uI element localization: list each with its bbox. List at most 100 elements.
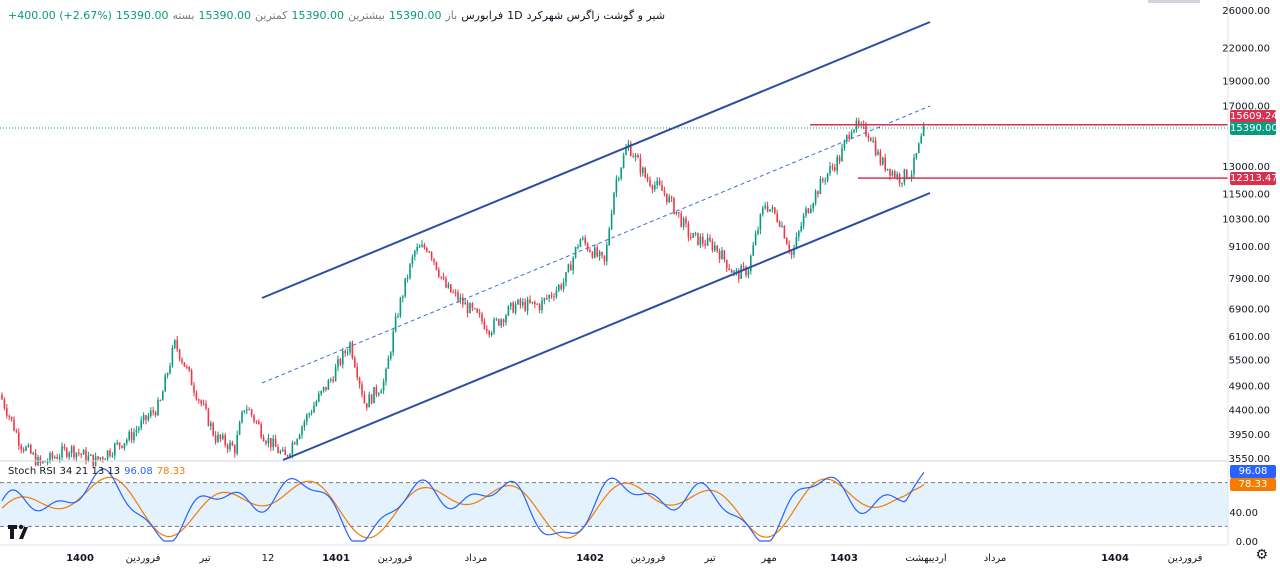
channel-upper-line[interactable] xyxy=(261,21,931,299)
candle-body xyxy=(30,445,32,454)
support-price-badge: 12313.47 xyxy=(1230,172,1278,185)
candle-body xyxy=(500,319,502,326)
candle-body xyxy=(363,394,366,404)
candle-body xyxy=(82,450,85,455)
candle-body xyxy=(697,232,699,245)
symbol-title[interactable]: شیر و گوشت زاگرس شهرکرد xyxy=(526,9,666,22)
exchange-label: فرابورس xyxy=(461,9,504,22)
candle-body xyxy=(205,403,207,409)
channel-lower-line[interactable] xyxy=(282,192,931,461)
time-axis-label: مهر xyxy=(760,553,776,564)
interval-label[interactable]: 1D xyxy=(507,9,523,22)
candle-body xyxy=(318,393,320,402)
candle-body xyxy=(214,435,217,442)
candle-body xyxy=(284,449,286,456)
candle-body xyxy=(176,339,178,350)
candle-body xyxy=(702,236,704,244)
candle-body xyxy=(534,301,536,305)
candle-body xyxy=(442,276,445,279)
candle-body xyxy=(721,250,723,260)
candle-body xyxy=(423,244,426,248)
channel-median-line[interactable] xyxy=(261,105,931,384)
candle-body xyxy=(10,416,13,420)
price-axis-label: 11500.00 xyxy=(1222,190,1270,201)
candle-body xyxy=(661,184,663,191)
candle-body xyxy=(126,439,128,444)
candle-body xyxy=(248,409,250,411)
candle-body xyxy=(858,120,860,125)
candle-body xyxy=(142,415,145,421)
time-axis-label: مرداد xyxy=(465,553,488,564)
time-axis[interactable]: 1400 فروردین تیر 12 1401 فروردین مرداد 1402 فرور… xyxy=(66,553,1203,564)
time-axis-label: 1402 xyxy=(576,553,604,564)
stoch-rsi-params: 34 21 13 13 xyxy=(59,466,121,477)
candle-body xyxy=(706,237,709,246)
candle-body xyxy=(853,129,855,133)
candle-body xyxy=(579,239,582,247)
candle-body xyxy=(687,223,690,237)
candle-body xyxy=(819,178,822,195)
candle-body xyxy=(315,401,318,406)
candle-body xyxy=(582,238,584,240)
close-value: 15390.00 xyxy=(115,9,169,22)
candle-body xyxy=(111,455,114,457)
candle-body xyxy=(699,236,702,245)
candle-body xyxy=(150,410,152,416)
top-scrollbar[interactable] xyxy=(1148,0,1200,3)
candle-body xyxy=(358,377,361,385)
candle-body xyxy=(270,438,272,448)
candle-body xyxy=(740,266,742,279)
candle-body xyxy=(366,403,368,408)
candle-body xyxy=(805,208,807,216)
last-price-badge: 15390.00 xyxy=(1230,122,1278,135)
candle-body xyxy=(13,419,15,431)
candle-body xyxy=(668,196,670,203)
candle-body xyxy=(867,135,870,139)
candle-body xyxy=(332,379,334,382)
low-label: کمترین xyxy=(255,9,288,22)
candle-body xyxy=(800,226,802,232)
candle-body xyxy=(824,180,826,182)
candle-body xyxy=(409,263,411,279)
settings-gear-icon[interactable]: ⚙ xyxy=(1255,547,1268,563)
candle-body xyxy=(414,251,416,257)
candle-body xyxy=(714,245,716,251)
candle-body xyxy=(685,218,687,224)
candle-body xyxy=(466,302,469,314)
price-axis-label: 4400.00 xyxy=(1229,406,1270,417)
candle-body xyxy=(625,148,627,156)
stoch-rsi-k-line xyxy=(1,468,925,542)
stoch-rsi-pane xyxy=(0,468,1228,542)
candle-body xyxy=(298,435,301,440)
candle-body xyxy=(642,167,644,173)
resistance-price-badge: 15609.24 xyxy=(1230,110,1278,123)
candle-body xyxy=(718,251,721,260)
candle-body xyxy=(879,151,882,165)
candle-body xyxy=(726,259,728,269)
candle-body xyxy=(524,301,526,311)
candle-body xyxy=(253,415,255,422)
candle-body xyxy=(644,167,646,178)
price-axis-label: 22000.00 xyxy=(1222,44,1270,55)
price-axis[interactable]: 26000.00 22000.00 19000.00 17000.00 13000.00… xyxy=(1222,6,1270,548)
candle-body xyxy=(459,297,462,301)
stoch-rsi-legend[interactable]: Stoch RSI 34 21 13 13 96.08 78.33 xyxy=(8,466,185,477)
candle-body xyxy=(181,359,183,363)
candle-body xyxy=(114,443,116,456)
candle-body xyxy=(207,408,210,426)
candle-body xyxy=(536,304,538,306)
candle-body xyxy=(104,458,106,460)
candle-body xyxy=(18,432,20,446)
candle-body xyxy=(106,450,109,459)
tradingview-logo-icon[interactable] xyxy=(6,521,30,543)
candle-body xyxy=(356,367,358,378)
rsi-axis-label: 40.00 xyxy=(1229,508,1258,519)
candle-body xyxy=(469,303,471,314)
candle-body xyxy=(517,299,519,305)
candle-body xyxy=(918,143,920,154)
candle-body xyxy=(421,244,423,247)
stoch-rsi-k-value: 96.08 xyxy=(124,466,153,477)
candle-body xyxy=(234,445,236,454)
candle-body xyxy=(380,390,382,394)
